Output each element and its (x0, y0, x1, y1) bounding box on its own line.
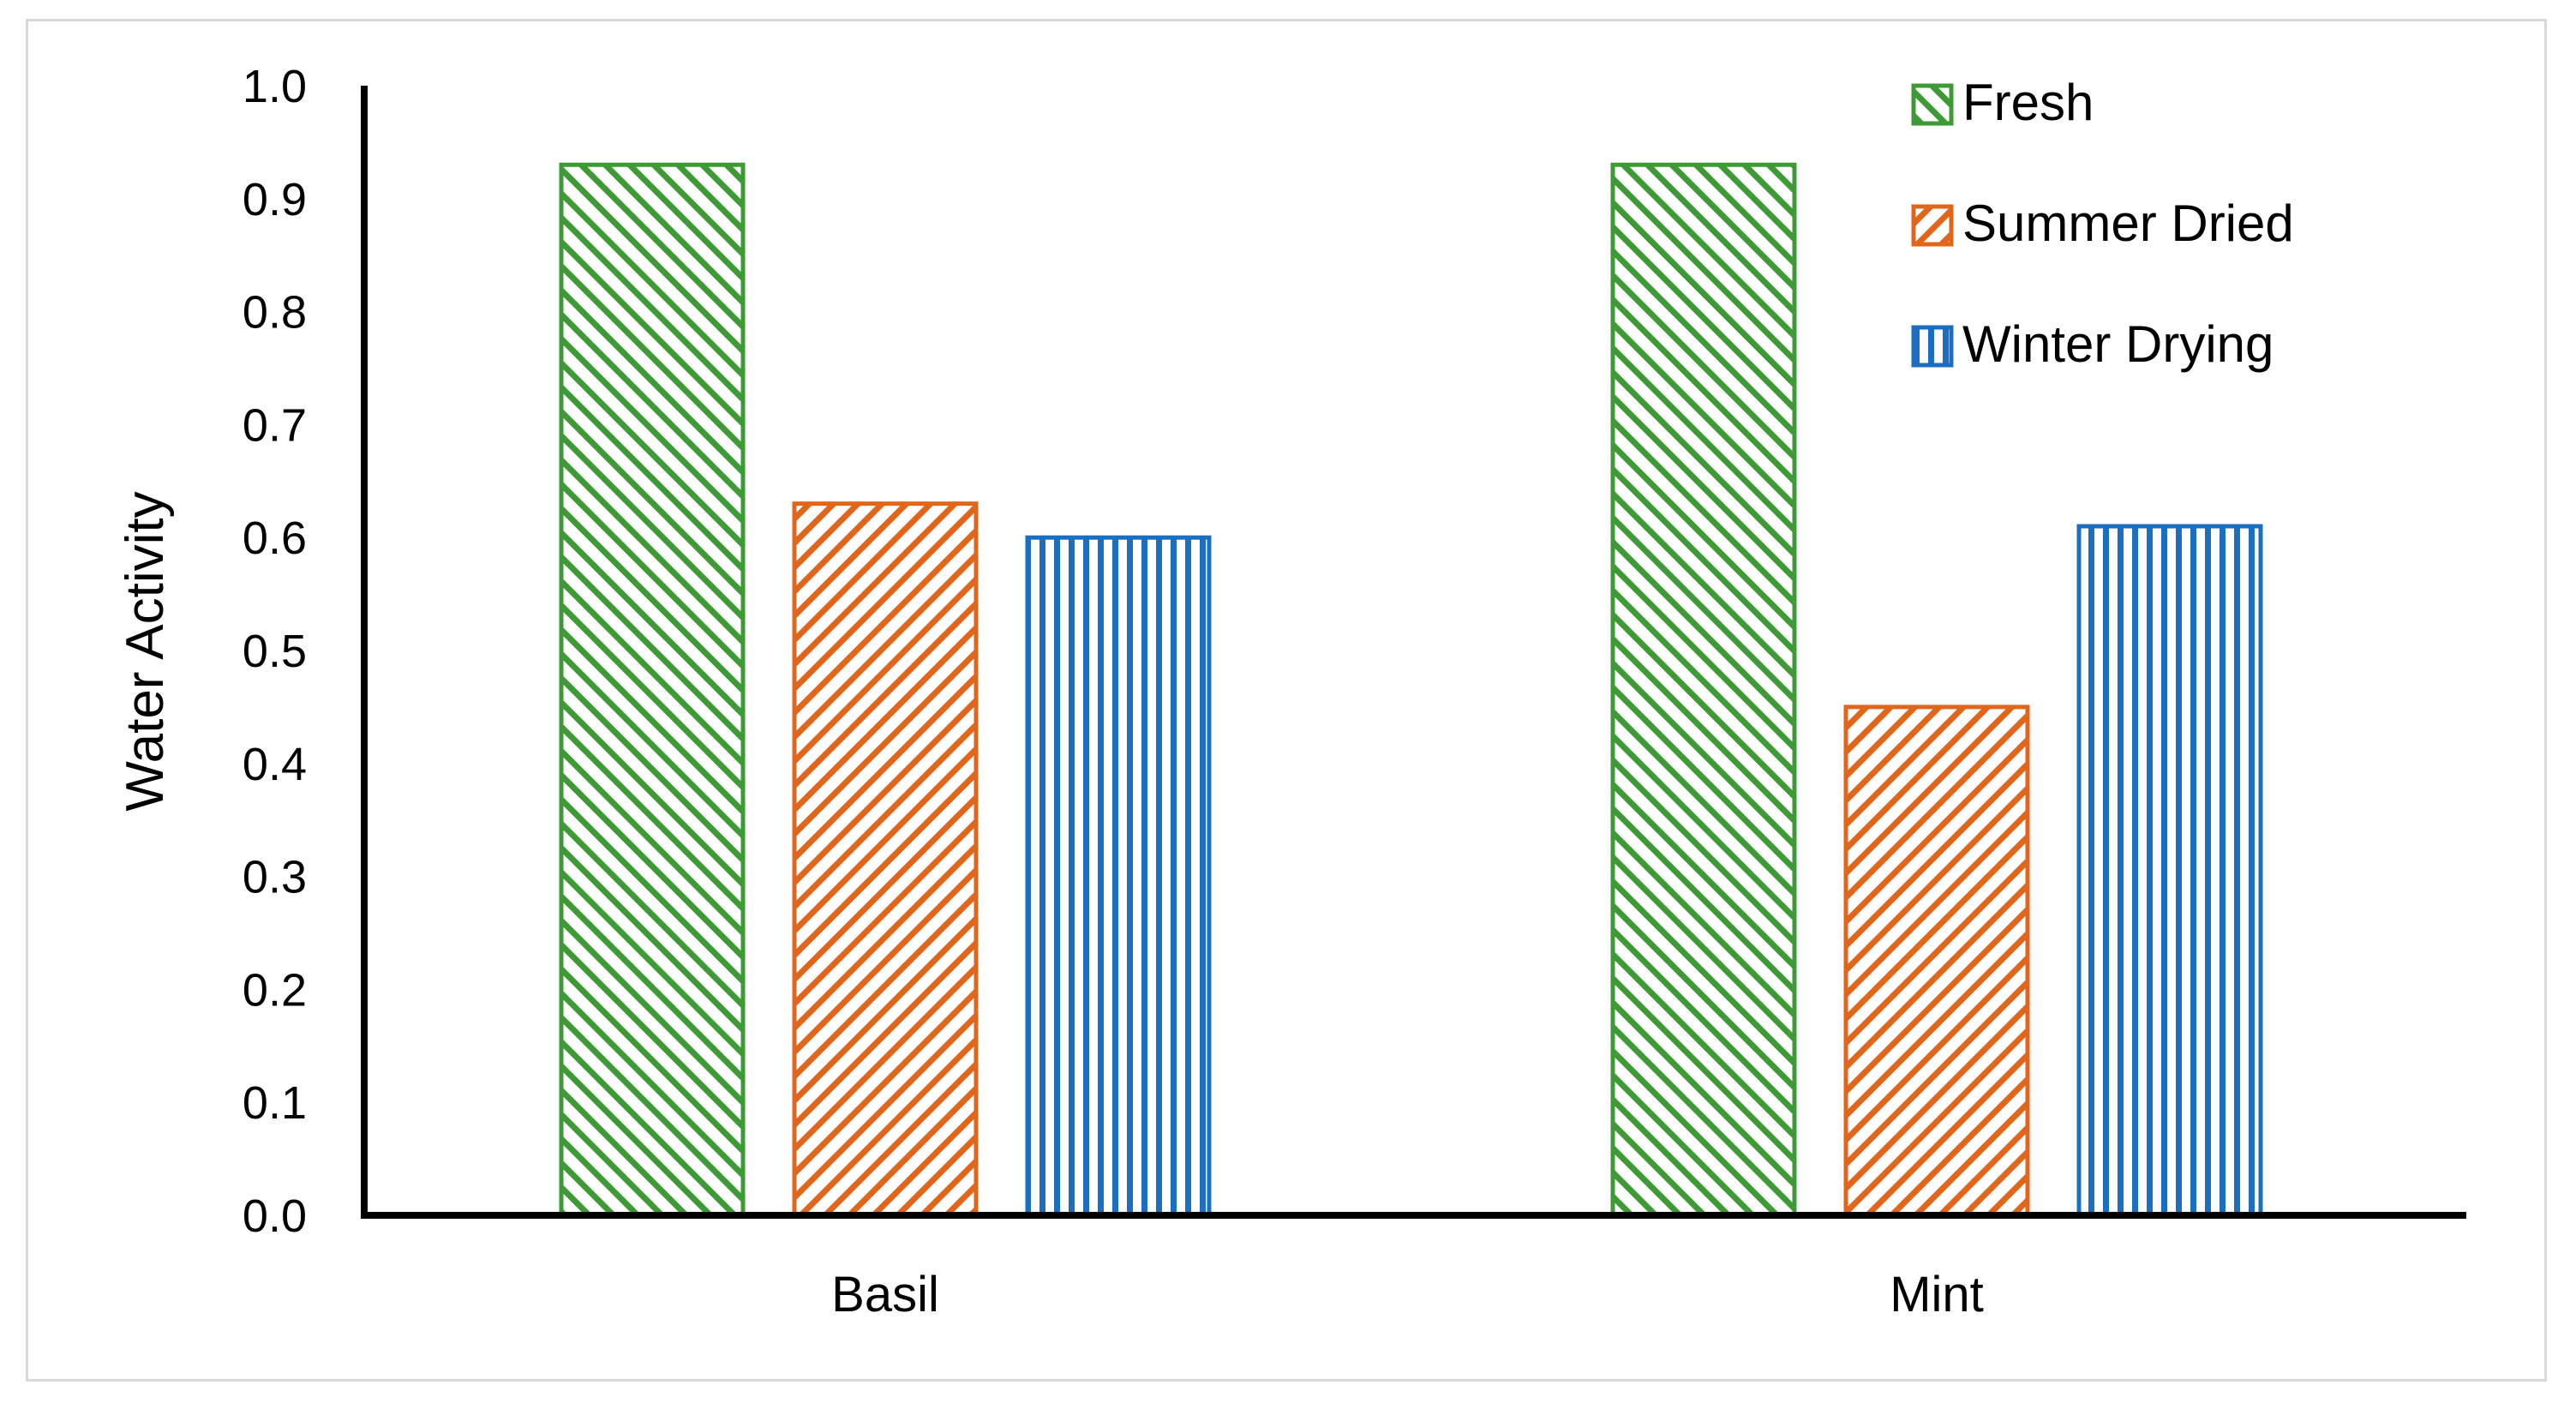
legend-swatch (1911, 83, 1954, 126)
x-category-label: Basil (831, 1267, 939, 1322)
y-tick-label: 0.8 (243, 287, 307, 339)
y-tick-label: 0.5 (243, 626, 307, 677)
bar-mint-fresh (1610, 162, 1797, 1218)
legend: Fresh Summer Dried Winter Drying (1911, 74, 2294, 373)
bar-basil-fresh (559, 162, 746, 1218)
legend-swatch (1911, 325, 1954, 368)
y-tick-label: 0.2 (243, 964, 307, 1016)
y-tick-label: 0.1 (243, 1077, 307, 1129)
bar-basil-winter-drying (1025, 535, 1212, 1218)
legend-swatch (1911, 204, 1954, 247)
y-tick-label: 0.0 (243, 1190, 307, 1242)
x-categories-group: Basil Mint (831, 1267, 1984, 1322)
legend-label: Summer Dried (1962, 195, 2294, 252)
y-tick-label: 0.4 (243, 739, 307, 790)
y-tick-label: 0.3 (243, 852, 307, 903)
bar-mint-winter-drying (2076, 524, 2263, 1218)
x-category-label: Mint (1890, 1267, 1984, 1322)
bars-group (559, 162, 2263, 1218)
legend-label: Fresh (1962, 74, 2094, 131)
y-ticks-group: 0.0 0.1 0.2 0.3 0.4 0.5 0.6 0.7 0.8 0.9 1.0 (243, 61, 307, 1242)
y-tick-label: 0.7 (243, 399, 307, 451)
y-tick-label: 0.6 (243, 513, 307, 564)
y-axis-title: Water Activity (116, 491, 175, 811)
legend-label: Winter Drying (1962, 315, 2273, 373)
bar-basil-summer-dried (792, 501, 979, 1218)
y-tick-label: 0.9 (243, 174, 307, 225)
y-tick-label: 1.0 (243, 61, 307, 112)
axes-group (361, 86, 2466, 1219)
bar-mint-summer-dried (1843, 704, 2030, 1218)
